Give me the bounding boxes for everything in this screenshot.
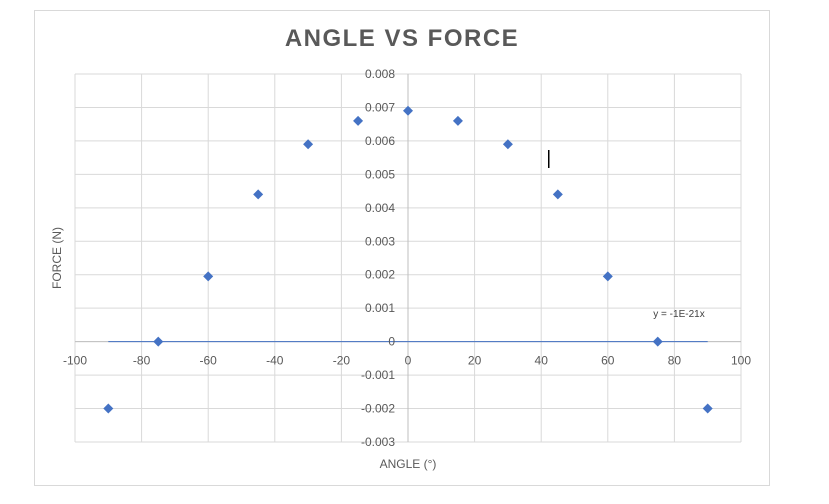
x-tick-label: 80 <box>668 354 682 368</box>
x-tick-label: 100 <box>731 354 751 368</box>
y-axis-label: FORCE (N) <box>50 227 64 289</box>
y-tick-label: -0.003 <box>361 435 395 449</box>
data-point-marker <box>253 189 264 200</box>
data-point-marker <box>552 189 563 200</box>
x-tick-label: -60 <box>200 354 218 368</box>
x-tick-label: -20 <box>333 354 351 368</box>
x-axis-label: ANGLE (°) <box>380 457 437 471</box>
x-tick-label: -80 <box>133 354 151 368</box>
x-tick-labels: -100 -80 -60 -40 -20 0 20 40 60 80 100 <box>63 354 751 368</box>
text-cursor <box>548 150 550 168</box>
y-tick-label: 0.003 <box>365 234 395 248</box>
y-tick-label: 0.005 <box>365 167 395 181</box>
y-tick-label: 0.008 <box>365 67 395 81</box>
data-point-marker <box>353 115 364 126</box>
data-point-marker <box>403 105 413 116</box>
chart-title: ANGLE VS FORCE <box>285 25 519 52</box>
data-point-marker <box>153 336 164 347</box>
data-point-marker <box>602 271 613 282</box>
data-point-marker <box>452 115 463 126</box>
x-tick-label: 20 <box>468 354 482 368</box>
gridlines <box>74 73 742 443</box>
y-tick-label: 0.007 <box>365 100 395 114</box>
x-tick-label: -100 <box>63 354 87 368</box>
data-point-marker <box>652 336 663 347</box>
y-tick-label: -0.002 <box>361 402 395 416</box>
y-tick-label: 0.001 <box>365 301 395 315</box>
data-point-marker <box>502 139 513 150</box>
x-tick-label: 60 <box>601 354 615 368</box>
x-tick-label: -40 <box>266 354 284 368</box>
data-point-marker <box>203 271 214 282</box>
x-tick-label: 40 <box>535 354 549 368</box>
y-tick-label: 0.002 <box>365 268 395 282</box>
y-tick-label: 0.004 <box>365 201 395 215</box>
y-tick-label: 0 <box>388 335 395 349</box>
x-tick-label: 0 <box>405 354 412 368</box>
trendline-label: y = -1E-21x <box>653 309 704 320</box>
data-point-marker <box>702 403 713 414</box>
data-point-marker <box>103 403 114 414</box>
y-tick-labels: -0.003 -0.002 -0.001 0 0.001 0.002 0.003 0.004 0… <box>361 67 395 449</box>
data-point-marker <box>303 139 314 150</box>
data-markers <box>103 105 713 414</box>
y-tick-label: -0.001 <box>361 368 395 382</box>
y-tick-label: 0.006 <box>365 134 395 148</box>
chart-frame <box>34 10 770 486</box>
